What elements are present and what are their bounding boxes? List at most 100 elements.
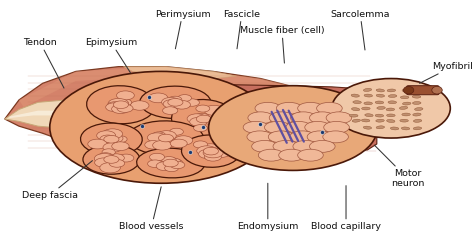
Circle shape: [170, 139, 187, 148]
Circle shape: [153, 140, 172, 150]
Ellipse shape: [324, 121, 349, 133]
Circle shape: [165, 159, 183, 168]
Circle shape: [111, 104, 129, 114]
FancyBboxPatch shape: [407, 86, 439, 95]
Ellipse shape: [323, 131, 348, 143]
Ellipse shape: [401, 96, 409, 99]
Ellipse shape: [248, 112, 273, 124]
Circle shape: [201, 144, 220, 153]
Circle shape: [97, 131, 116, 140]
Circle shape: [145, 141, 162, 149]
Circle shape: [204, 105, 224, 115]
Polygon shape: [9, 111, 128, 118]
Text: Perimysium: Perimysium: [155, 10, 210, 49]
Circle shape: [106, 103, 123, 112]
Circle shape: [102, 149, 115, 155]
Ellipse shape: [352, 108, 360, 111]
Text: Blood vessels: Blood vessels: [119, 187, 184, 231]
Circle shape: [199, 114, 220, 124]
Circle shape: [173, 100, 191, 109]
Circle shape: [98, 153, 113, 160]
Ellipse shape: [291, 112, 316, 124]
Ellipse shape: [365, 114, 373, 117]
Ellipse shape: [310, 140, 335, 152]
Circle shape: [170, 161, 185, 169]
Circle shape: [168, 96, 182, 103]
Ellipse shape: [376, 119, 384, 122]
Circle shape: [104, 135, 119, 143]
Ellipse shape: [413, 127, 422, 130]
Circle shape: [193, 125, 208, 132]
Circle shape: [117, 91, 134, 100]
Ellipse shape: [376, 89, 384, 92]
Ellipse shape: [415, 108, 423, 110]
Ellipse shape: [413, 113, 421, 116]
Ellipse shape: [402, 102, 411, 105]
Ellipse shape: [276, 102, 302, 114]
Circle shape: [113, 101, 128, 109]
Circle shape: [164, 165, 179, 172]
Text: Epimysium: Epimysium: [85, 38, 137, 73]
Circle shape: [193, 141, 208, 148]
Ellipse shape: [258, 149, 284, 161]
Circle shape: [107, 102, 122, 109]
Ellipse shape: [307, 131, 333, 143]
Ellipse shape: [255, 102, 281, 114]
Circle shape: [204, 152, 221, 161]
Ellipse shape: [290, 131, 315, 143]
Ellipse shape: [403, 86, 414, 94]
Ellipse shape: [377, 106, 385, 109]
Polygon shape: [5, 100, 142, 129]
Circle shape: [94, 154, 115, 164]
Circle shape: [112, 142, 129, 151]
Circle shape: [163, 107, 178, 114]
Ellipse shape: [387, 89, 396, 92]
Ellipse shape: [269, 112, 295, 124]
Ellipse shape: [376, 94, 384, 97]
Circle shape: [197, 146, 217, 156]
Circle shape: [148, 93, 168, 103]
Circle shape: [168, 99, 183, 106]
Circle shape: [178, 95, 191, 101]
Circle shape: [117, 104, 133, 112]
Ellipse shape: [286, 121, 311, 133]
Circle shape: [190, 117, 207, 126]
Circle shape: [108, 154, 124, 162]
Text: Sarcolemma: Sarcolemma: [330, 10, 390, 50]
Ellipse shape: [352, 119, 361, 122]
Circle shape: [194, 113, 210, 121]
Circle shape: [196, 105, 210, 112]
Circle shape: [158, 134, 173, 142]
Circle shape: [199, 149, 217, 159]
Circle shape: [147, 133, 166, 142]
Text: Blood capillary: Blood capillary: [311, 186, 381, 231]
Ellipse shape: [413, 119, 422, 122]
Ellipse shape: [364, 94, 373, 97]
Ellipse shape: [363, 126, 372, 129]
Circle shape: [109, 159, 125, 167]
Ellipse shape: [402, 113, 410, 116]
Ellipse shape: [247, 131, 273, 143]
Circle shape: [152, 132, 166, 139]
Ellipse shape: [305, 121, 330, 133]
Ellipse shape: [375, 101, 384, 104]
Ellipse shape: [243, 121, 269, 133]
Circle shape: [149, 153, 164, 161]
Ellipse shape: [375, 114, 383, 117]
Ellipse shape: [128, 121, 204, 155]
Ellipse shape: [326, 112, 352, 124]
Ellipse shape: [387, 119, 395, 123]
Ellipse shape: [310, 112, 335, 124]
Circle shape: [162, 157, 176, 164]
Ellipse shape: [140, 86, 211, 119]
Circle shape: [147, 160, 163, 168]
Circle shape: [203, 147, 219, 155]
Ellipse shape: [353, 101, 361, 104]
Circle shape: [163, 100, 180, 108]
Ellipse shape: [387, 114, 395, 117]
Ellipse shape: [182, 135, 240, 167]
Circle shape: [203, 148, 223, 158]
Circle shape: [103, 143, 122, 152]
Circle shape: [210, 119, 224, 127]
Ellipse shape: [273, 140, 299, 152]
